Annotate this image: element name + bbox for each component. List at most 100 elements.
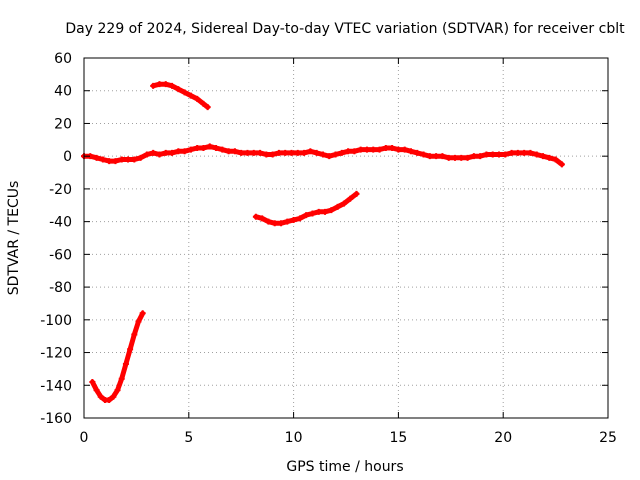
data-point: [401, 146, 408, 153]
axis-ticks: [83, 57, 609, 419]
data-point: [187, 92, 194, 99]
x-tick-label: 0: [80, 430, 89, 446]
data-point: [376, 146, 383, 153]
y-tick-label: -100: [40, 313, 72, 329]
data-point: [97, 393, 104, 400]
y-tick-labels: 60 40 20 0 -20 -40 -60 -80 -100 -120 -140 -160: [40, 51, 72, 427]
data-point: [301, 149, 308, 156]
y-tick-label: 40: [54, 84, 72, 100]
data-point: [489, 151, 496, 158]
data-point: [477, 153, 484, 160]
series-satellite-pass-2: [150, 81, 211, 111]
data-point: [445, 154, 452, 161]
data-point: [150, 82, 157, 89]
data-point: [470, 153, 477, 160]
series-satellite-pass-4: [89, 310, 146, 403]
data-point: [112, 158, 119, 165]
data-point: [200, 100, 207, 107]
data-point: [257, 149, 264, 156]
data-point: [303, 212, 310, 219]
data-point: [106, 158, 113, 165]
y-tick-label: -20: [49, 182, 72, 198]
data-point: [122, 361, 129, 367]
x-axis-label: GPS time / hours: [286, 459, 403, 475]
y-tick-label: -160: [40, 411, 72, 427]
data-point: [319, 151, 326, 158]
plot-frame: [83, 57, 609, 419]
data-point: [131, 331, 138, 338]
data-point: [546, 154, 553, 161]
y-tick-label: -60: [49, 247, 72, 263]
data-point: [89, 379, 96, 385]
series-line: [253, 191, 359, 226]
data-point: [296, 215, 303, 222]
data-point: [213, 145, 220, 151]
data-point: [315, 208, 322, 215]
data-point: [558, 161, 565, 168]
data-point: [114, 387, 121, 394]
y-tick-label: -140: [40, 378, 72, 394]
data-point: [150, 149, 157, 156]
chart-title: Day 229 of 2024, Sidereal Day-to-day VTE…: [65, 21, 625, 37]
data-point: [514, 149, 521, 156]
data-point: [156, 81, 163, 88]
data-point: [284, 218, 291, 225]
series-line: [150, 81, 211, 110]
y-tick-label: -40: [49, 215, 72, 231]
data-point: [175, 86, 182, 93]
data-point: [370, 146, 377, 153]
data-point: [407, 148, 414, 155]
data-point: [238, 149, 245, 156]
data-point: [110, 393, 117, 400]
data-point: [309, 210, 316, 217]
data-point: [340, 200, 347, 207]
data-point: [93, 154, 100, 161]
x-tick-label: 25: [599, 430, 617, 446]
y-tick-label: 0: [63, 149, 72, 165]
data-point: [433, 153, 440, 160]
data-point: [206, 143, 213, 150]
data-point: [420, 151, 427, 158]
data-point: [451, 154, 458, 161]
data-point: [508, 149, 515, 156]
data-point: [351, 148, 358, 155]
data-point: [162, 149, 169, 156]
series-line: [89, 310, 146, 403]
data-point: [106, 397, 113, 403]
x-tick-label: 5: [184, 430, 193, 446]
data-point: [169, 149, 176, 156]
data-point: [194, 145, 201, 151]
data-point: [275, 149, 282, 156]
data-point: [250, 149, 257, 156]
y-tick-label: 60: [54, 51, 72, 67]
data-point: [290, 217, 297, 223]
data-point: [252, 213, 259, 220]
x-tick-label: 10: [285, 430, 303, 446]
data-point: [99, 156, 106, 163]
y-tick-label: -120: [40, 346, 72, 362]
data-point: [143, 151, 150, 158]
data-point: [131, 156, 138, 163]
data-point: [200, 145, 207, 151]
data-point: [118, 375, 125, 382]
data-point: [389, 145, 396, 151]
data-point: [527, 149, 534, 156]
data-point: [414, 149, 421, 156]
data-point: [225, 148, 232, 155]
data-point: [265, 218, 272, 225]
data-point: [204, 104, 211, 111]
data-point: [395, 146, 402, 153]
data-series: [81, 81, 565, 403]
data-point: [464, 154, 471, 161]
data-point: [322, 208, 329, 215]
data-point: [540, 153, 547, 160]
data-point: [313, 149, 320, 156]
data-point: [502, 151, 509, 158]
data-point: [338, 149, 345, 156]
data-point: [219, 146, 226, 153]
data-point: [288, 149, 295, 156]
data-point: [169, 82, 176, 89]
data-point: [135, 318, 142, 325]
data-point: [263, 151, 270, 158]
